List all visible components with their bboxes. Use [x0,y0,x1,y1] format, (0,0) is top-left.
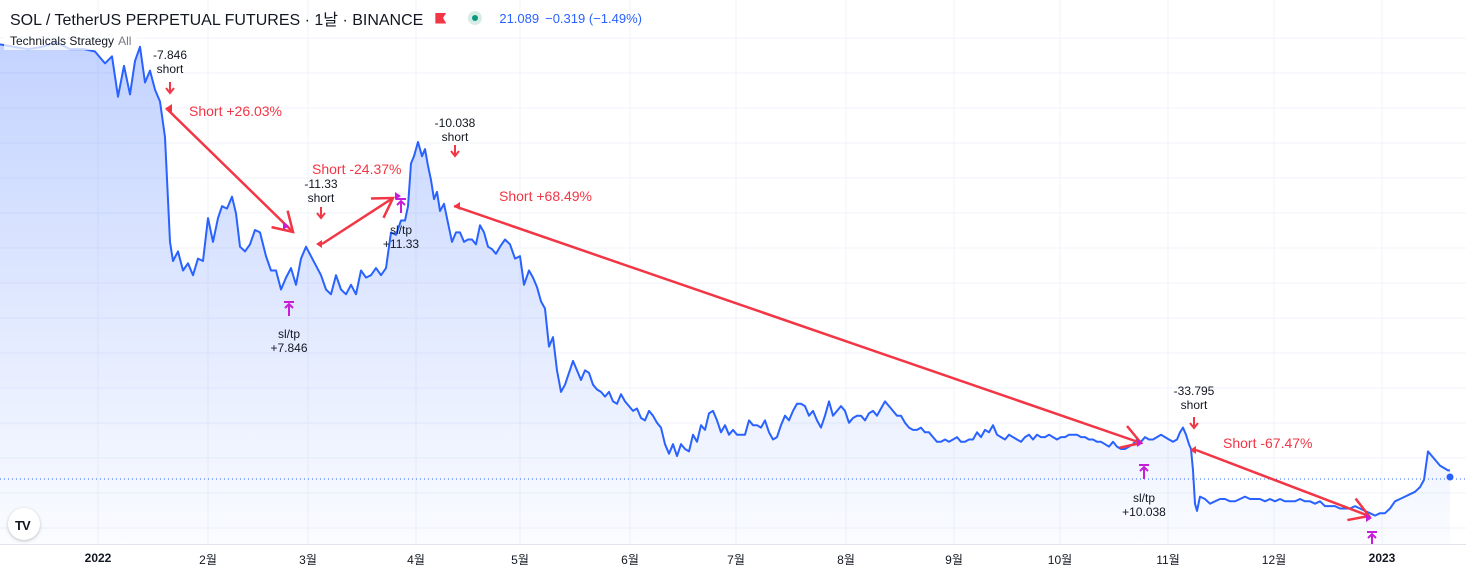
annotation-value: +11.33 [382,237,420,251]
annotation-value: -33.795 [1173,384,1215,398]
x-tick-label: 11월 [1156,553,1180,567]
fill-marker [166,104,172,112]
trade-label: Short -67.47% [1223,435,1313,451]
exit-marker [396,198,406,213]
x-tick-label: 7월 [727,553,745,567]
annotation-short: -33.795 short [1174,384,1215,412]
annotation-value: +10.038 [1122,505,1166,519]
annotation-sltp: sl/tp +10.038 [1122,491,1166,519]
annotation-short: -10.038 short [435,116,476,144]
annotation-value: -11.33 [304,177,338,191]
price-change: −0.319 (−1.49%) [545,10,642,26]
trade-arrow [165,107,295,234]
annotation-short: -11.33 short [304,177,337,205]
tradingview-logo[interactable]: TV [8,508,40,540]
trade-arrow [321,196,396,246]
annotation-type: short [307,191,335,205]
trade-label: Short -24.37% [312,161,402,177]
x-tick-label: 12월 [1261,553,1287,567]
annotation-type: short [441,130,469,144]
price-area-fill [0,42,1450,544]
annotation-type: sl/tp [277,327,301,341]
x-tick-label: 8월 [837,553,855,567]
x-tick-label: 4월 [407,553,425,567]
exit-marker [1139,464,1149,479]
exit-marker [284,301,294,316]
x-tick-label: 5월 [511,553,529,567]
strategy-legend[interactable]: Technicals Strategy All [4,32,138,50]
annotation-type: short [1180,398,1208,412]
fill-marker [1366,514,1372,522]
strategy-name: Technicals Strategy [10,34,115,48]
fill-marker [316,240,322,248]
annotation-value: -7.846 [152,48,188,62]
fill-marker [454,202,460,210]
x-tick-label: 2023 [1368,551,1396,565]
price-line [0,41,1450,517]
fill-marker [283,222,289,230]
last-price: 21.089 [499,10,540,26]
trade-arrows [165,107,1372,522]
short-entry-marker [450,145,460,158]
flag-icon[interactable] [435,12,447,24]
x-tick-label: 10월 [1047,553,1073,567]
annotation-type: sl/tp [389,223,412,237]
trade-markers [165,82,1377,546]
market-status-icon[interactable] [468,11,483,25]
short-entry-marker [1189,417,1199,430]
annotation-short: -7.846 short [153,48,187,76]
symbol-title[interactable]: SOL / TetherUS PERPETUAL FUTURES · 1날 · … [10,12,424,29]
logo-text: TV [15,518,31,533]
x-tick-label: 9월 [945,553,963,567]
annotation-type: sl/tp [1132,491,1155,505]
chart-header: SOL / TetherUS PERPETUAL FUTURES · 1날 · … [10,7,642,30]
trade-label: Short +68.49% [499,188,593,204]
short-entry-marker [165,82,175,95]
last-price-dot [1446,473,1454,481]
annotation-sltp: sl/tp +11.33 [383,223,419,251]
fill-marker [1137,439,1143,447]
trade-label: Short +26.03% [189,103,283,119]
fill-marker [1190,446,1196,454]
time-axis[interactable]: 2022 2월 3월 4월 5월 6월 7월 8월 9월 10월 11월 12월… [0,544,1466,579]
x-tick-label: 3월 [299,553,317,567]
x-tick-label: 6월 [621,553,639,567]
x-tick-label: 2022 [84,551,112,565]
annotation-type: short [156,62,184,76]
short-entry-marker [316,207,326,220]
annotation-value: -10.038 [434,116,476,130]
x-tick-label: 2월 [199,553,217,567]
grid-lines [0,0,1466,544]
annotation-value: +7.846 [270,341,308,355]
fill-marker [395,192,401,200]
annotation-sltp: sl/tp +7.846 [270,327,307,355]
strategy-suffix: All [118,34,132,48]
